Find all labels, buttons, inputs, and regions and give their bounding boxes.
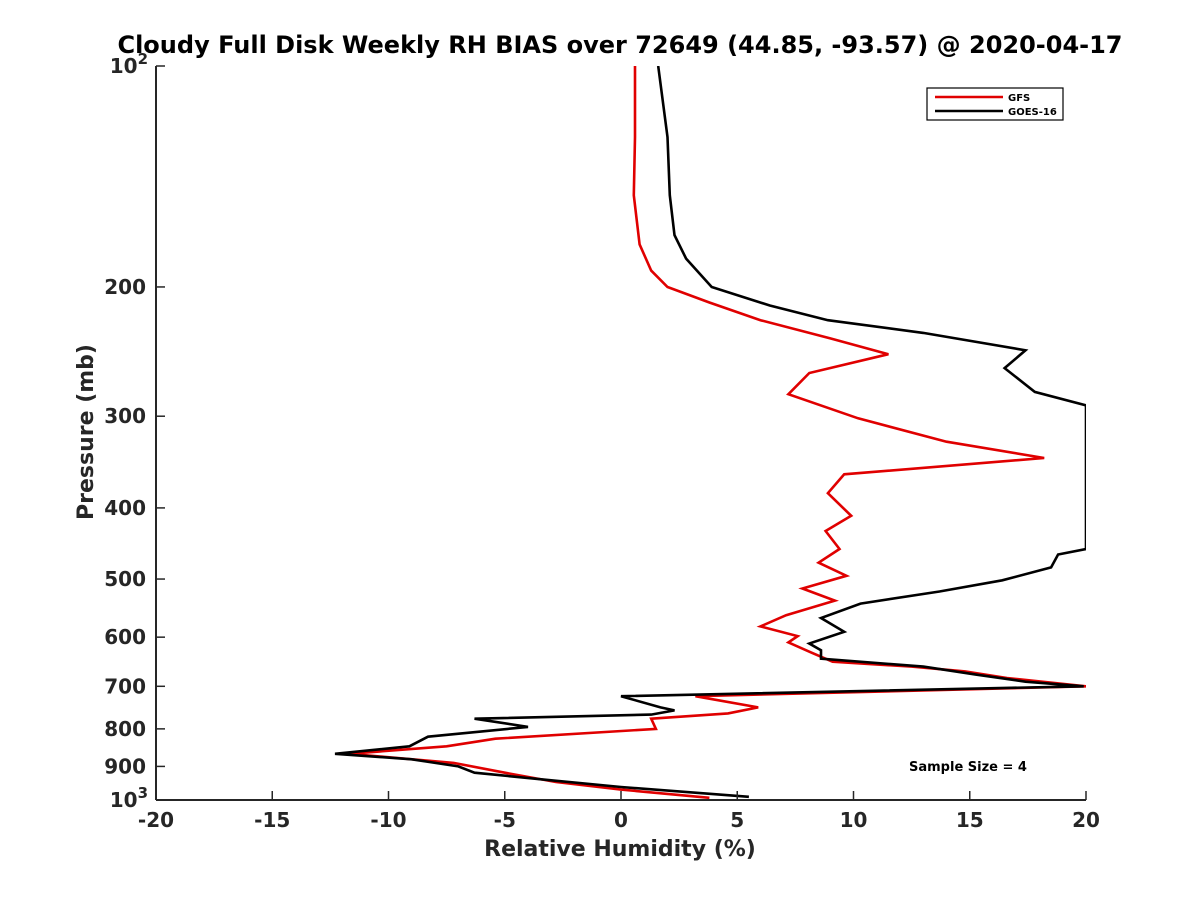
axes-layer: -20 -15 -10 -5 0 5 10 15 20 200 300 400 500 600 700 800… — [104, 50, 1100, 832]
x-tick-label: -5 — [494, 808, 516, 832]
y-tick-label: 400 — [104, 496, 146, 520]
y-tick-label: 600 — [104, 625, 146, 649]
y-axis-label: Pressure (mb) — [74, 344, 99, 520]
y-tick-label: 300 — [104, 404, 146, 428]
series-line-goes16 — [334, 66, 1086, 799]
y-tick-label: 800 — [104, 717, 146, 741]
x-tick-label: -15 — [254, 808, 290, 832]
sample-size-annotation: Sample Size = 4 — [909, 760, 1027, 775]
chart-title: Cloudy Full Disk Weekly RH BIAS over 726… — [117, 31, 1122, 59]
y-tick-label: 102 — [110, 50, 148, 78]
x-tick-label: 5 — [730, 808, 744, 832]
y-tick-label: 500 — [104, 567, 146, 591]
x-tick-label: 10 — [840, 808, 868, 832]
x-axis-label: Relative Humidity (%) — [484, 837, 756, 862]
legend-box — [926, 87, 1064, 121]
x-tick-label: 15 — [956, 808, 984, 832]
y-tick-label: 700 — [104, 674, 146, 698]
legend-label-gfs: GFS — [1008, 93, 1030, 104]
y-tick-label: 200 — [104, 275, 146, 299]
x-tick-label: -10 — [370, 808, 406, 832]
y-tick-label: 103 — [110, 784, 148, 812]
x-tick-label: 20 — [1072, 808, 1100, 832]
x-tick-label: 0 — [614, 808, 628, 832]
series-line-gfs — [348, 66, 1086, 800]
series-layer — [334, 66, 1086, 800]
legend-label-goes16: GOES-16 — [1008, 107, 1057, 118]
plot-area: -20 -15 -10 -5 0 5 10 15 20 200 300 400 500 600 700 800… — [104, 50, 1100, 832]
legend: GFS GOES-16 — [926, 87, 1064, 121]
x-tick-label: -20 — [138, 808, 174, 832]
y-tick-label: 900 — [104, 754, 146, 778]
